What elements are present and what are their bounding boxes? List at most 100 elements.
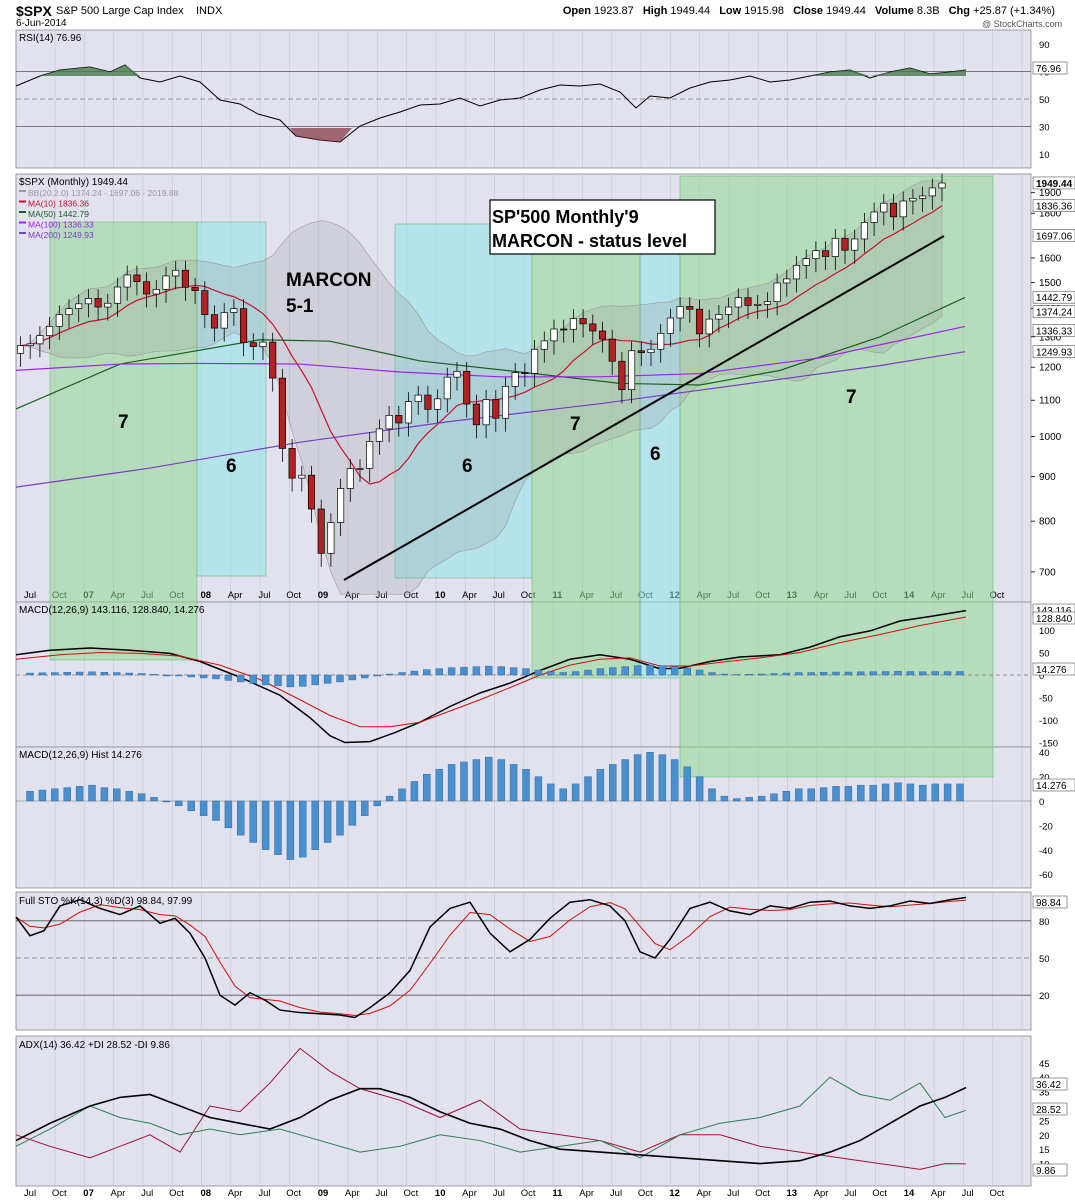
candle-body bbox=[210, 314, 219, 329]
candle-body bbox=[36, 335, 44, 345]
hist-bar bbox=[274, 800, 282, 855]
hist-tick-label: 40 bbox=[1039, 748, 1050, 759]
macd-hist-bar bbox=[596, 668, 605, 676]
chart-date: 6-Jun-2014 bbox=[16, 18, 67, 29]
x-tick-label: Oct bbox=[52, 1188, 67, 1199]
rsi-overbought-fill bbox=[810, 68, 966, 76]
x-tick-label: Oct bbox=[638, 1188, 653, 1199]
x-tick-label: Oct bbox=[990, 590, 1005, 601]
candle-body bbox=[792, 265, 801, 280]
hist-bar bbox=[385, 795, 394, 802]
candle-body bbox=[540, 340, 548, 350]
x-tick-label: Jul bbox=[24, 1188, 36, 1199]
macd-hist-bar bbox=[919, 671, 927, 676]
hist-bar bbox=[745, 797, 753, 802]
x-tick-label: 14 bbox=[904, 1188, 915, 1199]
x-tick-label: 10 bbox=[435, 590, 446, 601]
hist-bar bbox=[286, 800, 295, 860]
hist-bar bbox=[323, 800, 332, 843]
sto-tick-label: 20 bbox=[1039, 991, 1050, 1002]
ohlc-label: Volume bbox=[874, 5, 917, 17]
candle-body bbox=[346, 468, 354, 489]
hist-tick-label: -60 bbox=[1039, 870, 1053, 881]
hist-bar bbox=[807, 788, 815, 802]
price-badge bbox=[1032, 345, 1075, 359]
x-tick-label: Jul bbox=[258, 1188, 270, 1199]
x-tick-label: Apr bbox=[228, 1188, 243, 1199]
candle-body bbox=[16, 345, 25, 354]
hist-badge-label: 14.276 bbox=[1036, 781, 1067, 792]
adx-badge-label: 36.42 bbox=[1036, 1080, 1061, 1091]
hist-bar bbox=[733, 798, 741, 802]
macd-tick-label: 0 bbox=[1039, 671, 1044, 682]
candle-body bbox=[501, 385, 510, 419]
candle-body bbox=[327, 522, 335, 554]
hist-bar bbox=[832, 786, 840, 802]
candle-body bbox=[831, 237, 839, 257]
macd-hist-bar bbox=[261, 674, 270, 686]
candle-body bbox=[550, 328, 558, 342]
x-tick-label: Apr bbox=[814, 1188, 829, 1199]
legend-swatch bbox=[19, 211, 26, 213]
x-tick-label: Oct bbox=[521, 1188, 536, 1199]
candle-body bbox=[337, 488, 345, 523]
macd-hist-bar bbox=[646, 664, 654, 676]
macd-hist-bar bbox=[385, 673, 394, 676]
hist-bar bbox=[460, 761, 468, 802]
candle-body bbox=[230, 308, 238, 313]
legend-entry: MA(10) 1836.36 bbox=[28, 199, 89, 209]
hist-bar bbox=[819, 787, 828, 802]
legend-entry: MA(100) 1336.33 bbox=[28, 220, 94, 230]
x-tick-label: Apr bbox=[579, 1188, 594, 1199]
x-tick-label: Oct bbox=[521, 590, 536, 601]
candle-body bbox=[909, 197, 917, 202]
hist-bar bbox=[609, 764, 617, 802]
candle-body bbox=[928, 187, 936, 197]
hist-bar bbox=[75, 786, 84, 802]
candle-body bbox=[618, 360, 626, 391]
ohlc-label: High bbox=[642, 5, 671, 17]
candle-body bbox=[783, 278, 791, 284]
hist-bar bbox=[423, 773, 431, 802]
macd-hist-bar bbox=[609, 667, 617, 676]
x-tick-label: 09 bbox=[318, 590, 329, 601]
candle-body bbox=[472, 403, 480, 426]
macd-tick-label: -100 bbox=[1039, 716, 1058, 727]
hist-bar bbox=[361, 800, 369, 816]
macd-hist-bar bbox=[757, 673, 766, 676]
candle-body bbox=[841, 237, 849, 251]
macd-hist-bar bbox=[212, 674, 220, 680]
price-badge-label: 1697.06 bbox=[1036, 232, 1073, 243]
hist-bar bbox=[683, 766, 691, 802]
macd-hist-bar bbox=[398, 672, 406, 676]
hist-badge bbox=[1032, 778, 1075, 792]
candle-body bbox=[521, 372, 529, 374]
candle-body bbox=[744, 297, 752, 306]
bollinger-band bbox=[20, 180, 943, 595]
candle-body bbox=[46, 326, 54, 336]
legend-swatch bbox=[19, 221, 26, 224]
macd-hist-bar bbox=[410, 670, 419, 676]
hist-bar bbox=[646, 752, 654, 802]
x-tick-label: Oct bbox=[755, 1188, 770, 1199]
macd-hist-bar bbox=[88, 671, 96, 676]
hist-bar bbox=[38, 789, 47, 802]
ohlc-label: Low bbox=[719, 5, 745, 17]
hist-bar bbox=[695, 776, 704, 802]
x-tick-label: Apr bbox=[111, 1188, 126, 1199]
price-panel-label: $SPX (Monthly) 1949.44 bbox=[19, 177, 128, 188]
hist-bar bbox=[150, 797, 158, 802]
legend-entry: MA(50) 1442.79 bbox=[28, 209, 89, 219]
candle-body bbox=[201, 290, 209, 316]
x-tick-label: 08 bbox=[201, 1188, 212, 1199]
adx-tick-label: 35 bbox=[1039, 1088, 1050, 1099]
hist-bar bbox=[336, 800, 344, 836]
zone-rect bbox=[49, 221, 198, 661]
ma10-line bbox=[20, 205, 943, 485]
hist-tick-label: 20 bbox=[1039, 773, 1050, 784]
x-tick-label: Jul bbox=[493, 1188, 505, 1199]
x-tick-label: 12 bbox=[669, 1188, 680, 1199]
hist-bar bbox=[187, 800, 195, 811]
macd-hist-bar bbox=[621, 666, 629, 676]
